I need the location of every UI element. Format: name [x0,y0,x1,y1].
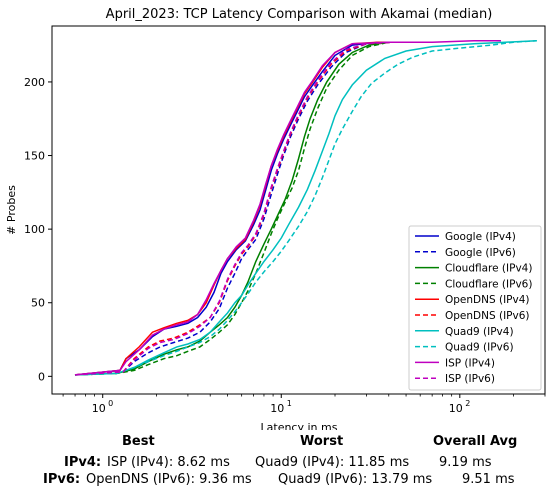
summary-header-worst: Worst [300,434,344,449]
x-tick-exponent-0: 0 [108,399,113,408]
series-line-9 [74,41,393,376]
y-tick-label-2: 100 [24,223,45,236]
y-tick-label-1: 50 [31,297,45,310]
summary-row-ipv6: IPv6: [43,472,80,487]
series-line-8 [74,39,501,376]
series-line-6 [74,39,537,376]
avg-ipv4: 9.19 ms [439,455,492,470]
series-line-5 [74,41,393,376]
x-tick-exponent-1: 1 [287,399,292,408]
worst-ipv4: Quad9 (IPv4): 11.85 ms [255,455,410,470]
legend-label-2: Cloudflare (IPv4) [445,263,532,275]
legend-box [408,225,542,391]
avg-ipv6: 9.51 ms [462,472,515,487]
series-layer [74,39,537,376]
x-tick-label-0: 10 [92,402,106,415]
legend-label-7: Quad9 (IPv6) [445,342,514,354]
row-label-ipv4: IPv4 [64,455,96,470]
x-tick-label-2: 10 [449,402,463,415]
series-line-7 [74,39,537,376]
best-ipv6: OpenDNS (IPv6): 9.36 ms [86,472,252,487]
series-line-4 [74,41,403,376]
latency-cdf-chart: April_2023: TCP Latency Comparison with … [5,7,546,430]
x-axis-label: Latency in ms [261,421,338,430]
plot-area [51,25,546,395]
y-tick-label-0: 0 [38,370,45,383]
y-axis-label: # Probes [5,185,18,235]
x-tick-label-1: 10 [270,402,284,415]
y-tick-label-3: 150 [24,150,45,163]
legend-label-4: OpenDNS (IPv4) [445,294,530,306]
row-colon: : [95,455,102,470]
series-line-3 [74,41,389,376]
y-tick-label-4: 200 [24,76,45,89]
summary-header-best: Best [122,434,155,449]
legend-label-9: ISP (IPv6) [445,373,495,385]
series-line-2 [74,41,389,376]
best-ipv4: ISP (IPv4): 8.62 ms [107,455,230,470]
legend-label-5: OpenDNS (IPv6) [445,310,530,322]
row-label-ipv6: IPv6 [43,472,75,487]
row-colon: : [74,472,81,487]
x-tick-exponent-2: 2 [465,399,470,408]
legend-label-8: ISP (IPv4) [445,357,495,369]
legend-label-1: Google (IPv6) [445,247,516,259]
series-line-0 [74,41,403,376]
legend: Google (IPv4) Google (IPv6) Cloudflare (IP… [408,225,542,391]
summary-row-ipv4: IPv4: [64,455,101,470]
legend-label-6: Quad9 (IPv4) [445,326,514,338]
series-line-1 [74,41,393,376]
legend-label-0: Google (IPv4) [445,231,516,243]
legend-label-3: Cloudflare (IPv6) [445,278,532,290]
summary-header-avg: Overall Avg [433,434,518,449]
worst-ipv6: Quad9 (IPv6): 13.79 ms [278,472,433,487]
chart-title: April_2023: TCP Latency Comparison with … [106,7,493,22]
